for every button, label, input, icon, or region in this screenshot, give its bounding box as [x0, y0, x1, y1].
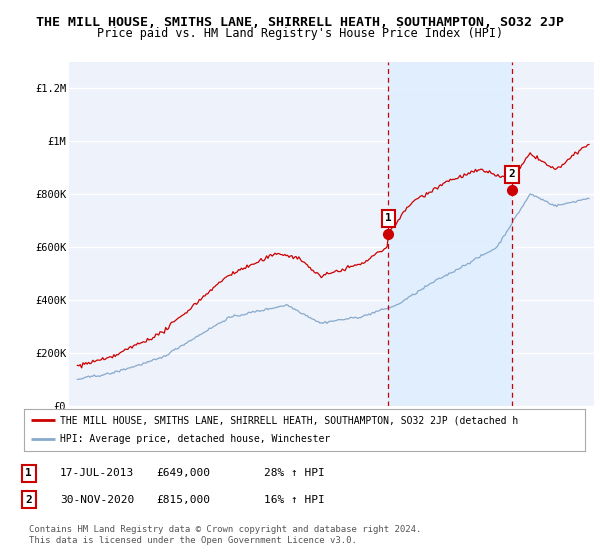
Text: 30-NOV-2020: 30-NOV-2020 [60, 494, 134, 505]
Text: 1: 1 [25, 468, 32, 478]
Text: Price paid vs. HM Land Registry's House Price Index (HPI): Price paid vs. HM Land Registry's House … [97, 27, 503, 40]
Text: THE MILL HOUSE, SMITHS LANE, SHIRRELL HEATH, SOUTHAMPTON, SO32 2JP: THE MILL HOUSE, SMITHS LANE, SHIRRELL HE… [36, 16, 564, 29]
Text: 2: 2 [509, 169, 515, 179]
Text: Contains HM Land Registry data © Crown copyright and database right 2024.
This d: Contains HM Land Registry data © Crown c… [29, 525, 421, 545]
Bar [388, 62, 512, 406]
Text: 2: 2 [25, 494, 32, 505]
Text: THE MILL HOUSE, SMITHS LANE, SHIRRELL HEATH, SOUTHAMPTON, SO32 2JP (detached h: THE MILL HOUSE, SMITHS LANE, SHIRRELL HE… [61, 415, 519, 425]
Text: HPI: Average price, detached house, Winchester: HPI: Average price, detached house, Winc… [61, 435, 331, 445]
Text: £649,000: £649,000 [156, 468, 210, 478]
Text: £815,000: £815,000 [156, 494, 210, 505]
Text: 28% ↑ HPI: 28% ↑ HPI [264, 468, 325, 478]
Text: 1: 1 [385, 213, 392, 223]
Text: 16% ↑ HPI: 16% ↑ HPI [264, 494, 325, 505]
Text: 17-JUL-2013: 17-JUL-2013 [60, 468, 134, 478]
